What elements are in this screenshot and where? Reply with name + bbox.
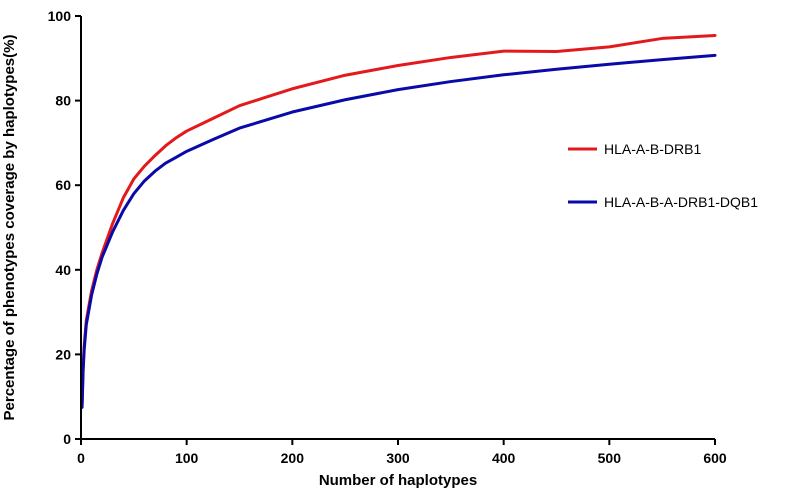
legend-label-1: HLA-A-B-DRB1: [604, 141, 701, 157]
y-tick-label: 80: [55, 93, 71, 109]
x-tick-label: 100: [175, 450, 199, 466]
x-tick-label: 200: [281, 450, 305, 466]
y-tick-label: 0: [63, 431, 71, 447]
axes: [75, 15, 716, 445]
tick-labels: 0 100 200 300 400 500 600 0 20 40 60 80 100: [48, 8, 727, 466]
legend-label-2: HLA-A-B-A-DRB1-DQB1: [604, 194, 758, 210]
y-tick-label: 20: [55, 346, 71, 362]
x-tick-label: 400: [492, 450, 516, 466]
series-line-2: [80, 53, 717, 409]
x-tick-label: 300: [386, 450, 410, 466]
y-tick-label: 40: [55, 262, 71, 278]
y-axis-title: Percentage of phenotypes coverage by hap…: [1, 35, 18, 421]
x-axis-title: Number of haplotypes: [319, 472, 477, 489]
x-tick-label: 500: [598, 450, 622, 466]
series-lines: [80, 33, 717, 409]
x-tick-label: 0: [77, 450, 85, 466]
y-tick-label: 60: [55, 177, 71, 193]
legend: HLA-A-B-DRB1 HLA-A-B-A-DRB1-DQB1: [568, 141, 758, 210]
y-tick-label: 100: [48, 8, 72, 24]
x-tick-label: 600: [703, 450, 727, 466]
